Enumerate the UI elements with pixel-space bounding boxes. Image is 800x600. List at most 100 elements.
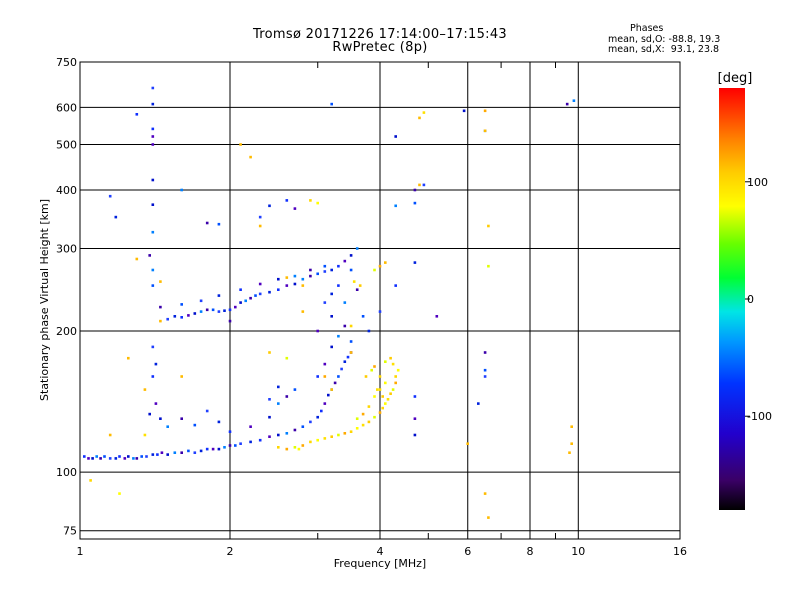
data-point xyxy=(337,375,340,378)
data-point xyxy=(384,402,387,405)
data-point xyxy=(349,351,353,354)
data-point xyxy=(361,315,365,318)
data-point xyxy=(349,254,353,257)
data-point xyxy=(565,102,569,106)
data-point xyxy=(384,360,387,363)
data-point xyxy=(217,420,221,424)
data-point xyxy=(160,451,164,454)
data-point xyxy=(293,446,297,449)
data-point xyxy=(151,284,155,287)
data-point xyxy=(389,392,392,395)
data-point xyxy=(187,449,190,453)
data-point xyxy=(361,423,365,427)
data-point xyxy=(330,345,333,349)
data-point xyxy=(127,455,130,458)
data-point xyxy=(391,362,395,366)
data-point xyxy=(462,109,466,113)
data-point xyxy=(91,457,94,460)
data-point xyxy=(199,299,203,303)
data-point xyxy=(159,417,162,420)
data-point xyxy=(151,453,155,456)
data-point xyxy=(340,367,343,371)
data-point xyxy=(349,268,353,272)
data-point xyxy=(108,433,112,437)
data-point xyxy=(217,310,221,313)
data-point xyxy=(378,264,382,268)
colorbar-tick-label: -100 xyxy=(747,410,772,423)
data-point xyxy=(323,375,327,378)
data-point xyxy=(239,301,242,304)
data-point xyxy=(349,324,353,328)
data-point xyxy=(166,317,169,321)
data-point xyxy=(293,282,297,286)
y-tick-label: 200 xyxy=(56,325,77,338)
data-point xyxy=(114,457,118,460)
data-point xyxy=(249,440,252,444)
phases-title: Phases xyxy=(630,23,664,34)
data-point xyxy=(333,381,337,385)
data-point xyxy=(180,451,183,454)
data-point xyxy=(483,368,487,372)
data-point xyxy=(239,442,242,445)
data-point xyxy=(367,420,371,424)
data-point xyxy=(249,155,252,159)
data-point xyxy=(211,447,215,451)
data-point xyxy=(217,294,221,297)
y-tick-label: 400 xyxy=(56,184,77,197)
data-point xyxy=(323,270,327,273)
data-point xyxy=(487,516,490,519)
data-point xyxy=(258,292,262,296)
data-point xyxy=(95,455,98,458)
phases-o-stats: mean, sd,O: -88.8, 19.3 xyxy=(608,34,721,45)
data-point xyxy=(151,375,155,378)
data-point xyxy=(277,288,280,291)
data-point xyxy=(413,433,417,437)
data-point xyxy=(337,284,340,287)
data-point xyxy=(187,314,190,317)
data-point xyxy=(327,393,330,397)
data-point xyxy=(487,224,490,228)
data-point xyxy=(568,451,571,454)
data-point xyxy=(483,109,487,113)
data-point xyxy=(154,362,158,366)
data-point xyxy=(384,261,387,264)
x-axis-label: Frequency [MHz] xyxy=(334,557,426,570)
data-point xyxy=(349,340,353,343)
x-tick-label: 2 xyxy=(227,545,234,558)
data-point xyxy=(143,433,147,437)
data-point xyxy=(309,199,312,202)
data-point xyxy=(135,457,139,460)
data-point xyxy=(373,365,376,368)
data-point xyxy=(316,375,319,378)
data-point xyxy=(180,188,183,192)
data-point xyxy=(316,329,319,333)
colorbar-tick-label: 0 xyxy=(747,293,754,306)
data-point xyxy=(180,375,183,378)
data-point xyxy=(151,86,155,90)
data-point xyxy=(277,402,280,405)
data-point xyxy=(173,315,177,318)
data-point xyxy=(249,296,252,300)
data-point xyxy=(570,425,573,428)
data-point xyxy=(123,457,127,460)
data-point xyxy=(277,433,280,437)
y-tick-label: 500 xyxy=(56,139,77,152)
data-point xyxy=(156,453,159,456)
y-axis-label: Stationary phase Virtual Height [km] xyxy=(38,199,51,401)
data-point xyxy=(367,329,371,333)
data-point xyxy=(413,261,417,264)
data-point xyxy=(370,368,373,372)
data-point xyxy=(258,215,262,219)
data-point xyxy=(268,290,271,294)
data-point xyxy=(316,201,319,205)
data-point xyxy=(83,455,86,458)
data-point xyxy=(277,277,280,281)
data-point xyxy=(355,417,359,420)
data-point xyxy=(346,355,350,359)
data-point xyxy=(394,284,397,287)
data-point xyxy=(166,453,169,456)
data-point xyxy=(87,457,90,460)
data-point xyxy=(323,402,327,405)
data-point xyxy=(118,455,121,458)
data-point xyxy=(367,405,371,408)
